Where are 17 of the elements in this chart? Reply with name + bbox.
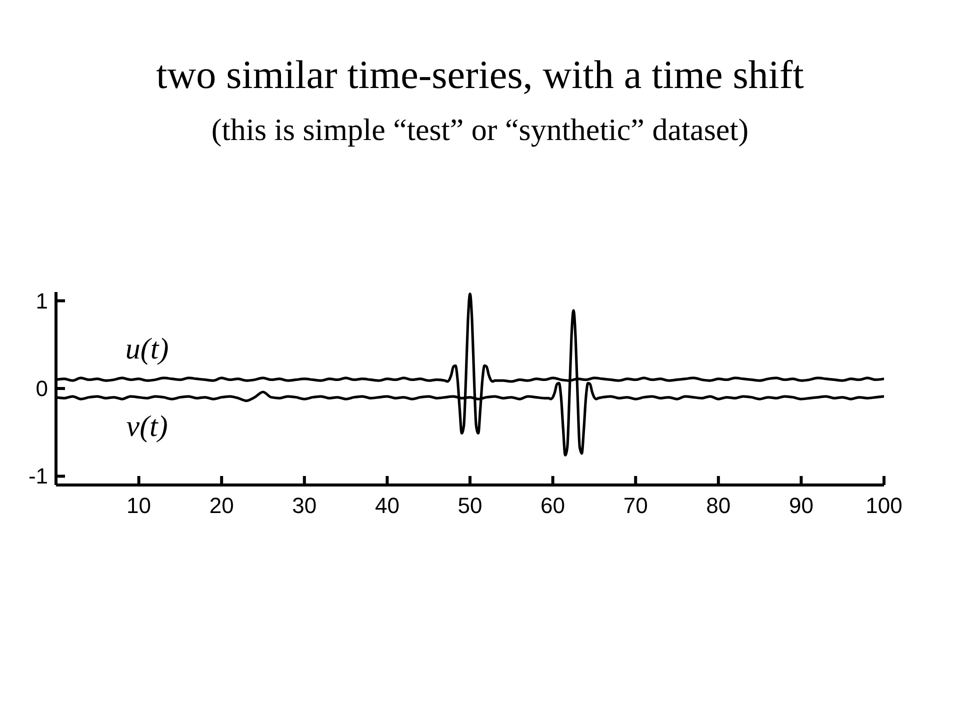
- y-tick-label: -1: [28, 464, 48, 489]
- x-tick-label: 100: [866, 493, 902, 518]
- chart-title: two similar time-series, with a time shift: [155, 52, 805, 97]
- chart-subtitle: (this is simple “test” or “synthetic” dataset): [210, 112, 750, 148]
- x-tick-label: 20: [209, 493, 234, 518]
- y-tick-label: 0: [36, 376, 48, 401]
- x-tick-label: 10: [126, 493, 152, 518]
- x-tick-label: 80: [706, 493, 731, 518]
- x-tick-label: 30: [292, 493, 317, 518]
- x-tick-label: 60: [540, 493, 566, 518]
- x-tick-label: 40: [374, 493, 400, 518]
- series-label: u(t): [125, 332, 169, 366]
- series-label: v(t): [126, 410, 168, 444]
- x-tick-label: 90: [788, 493, 814, 518]
- x-tick-label: 50: [458, 493, 482, 518]
- y-tick-label: 1: [36, 288, 48, 314]
- x-tick-label: 70: [623, 493, 648, 518]
